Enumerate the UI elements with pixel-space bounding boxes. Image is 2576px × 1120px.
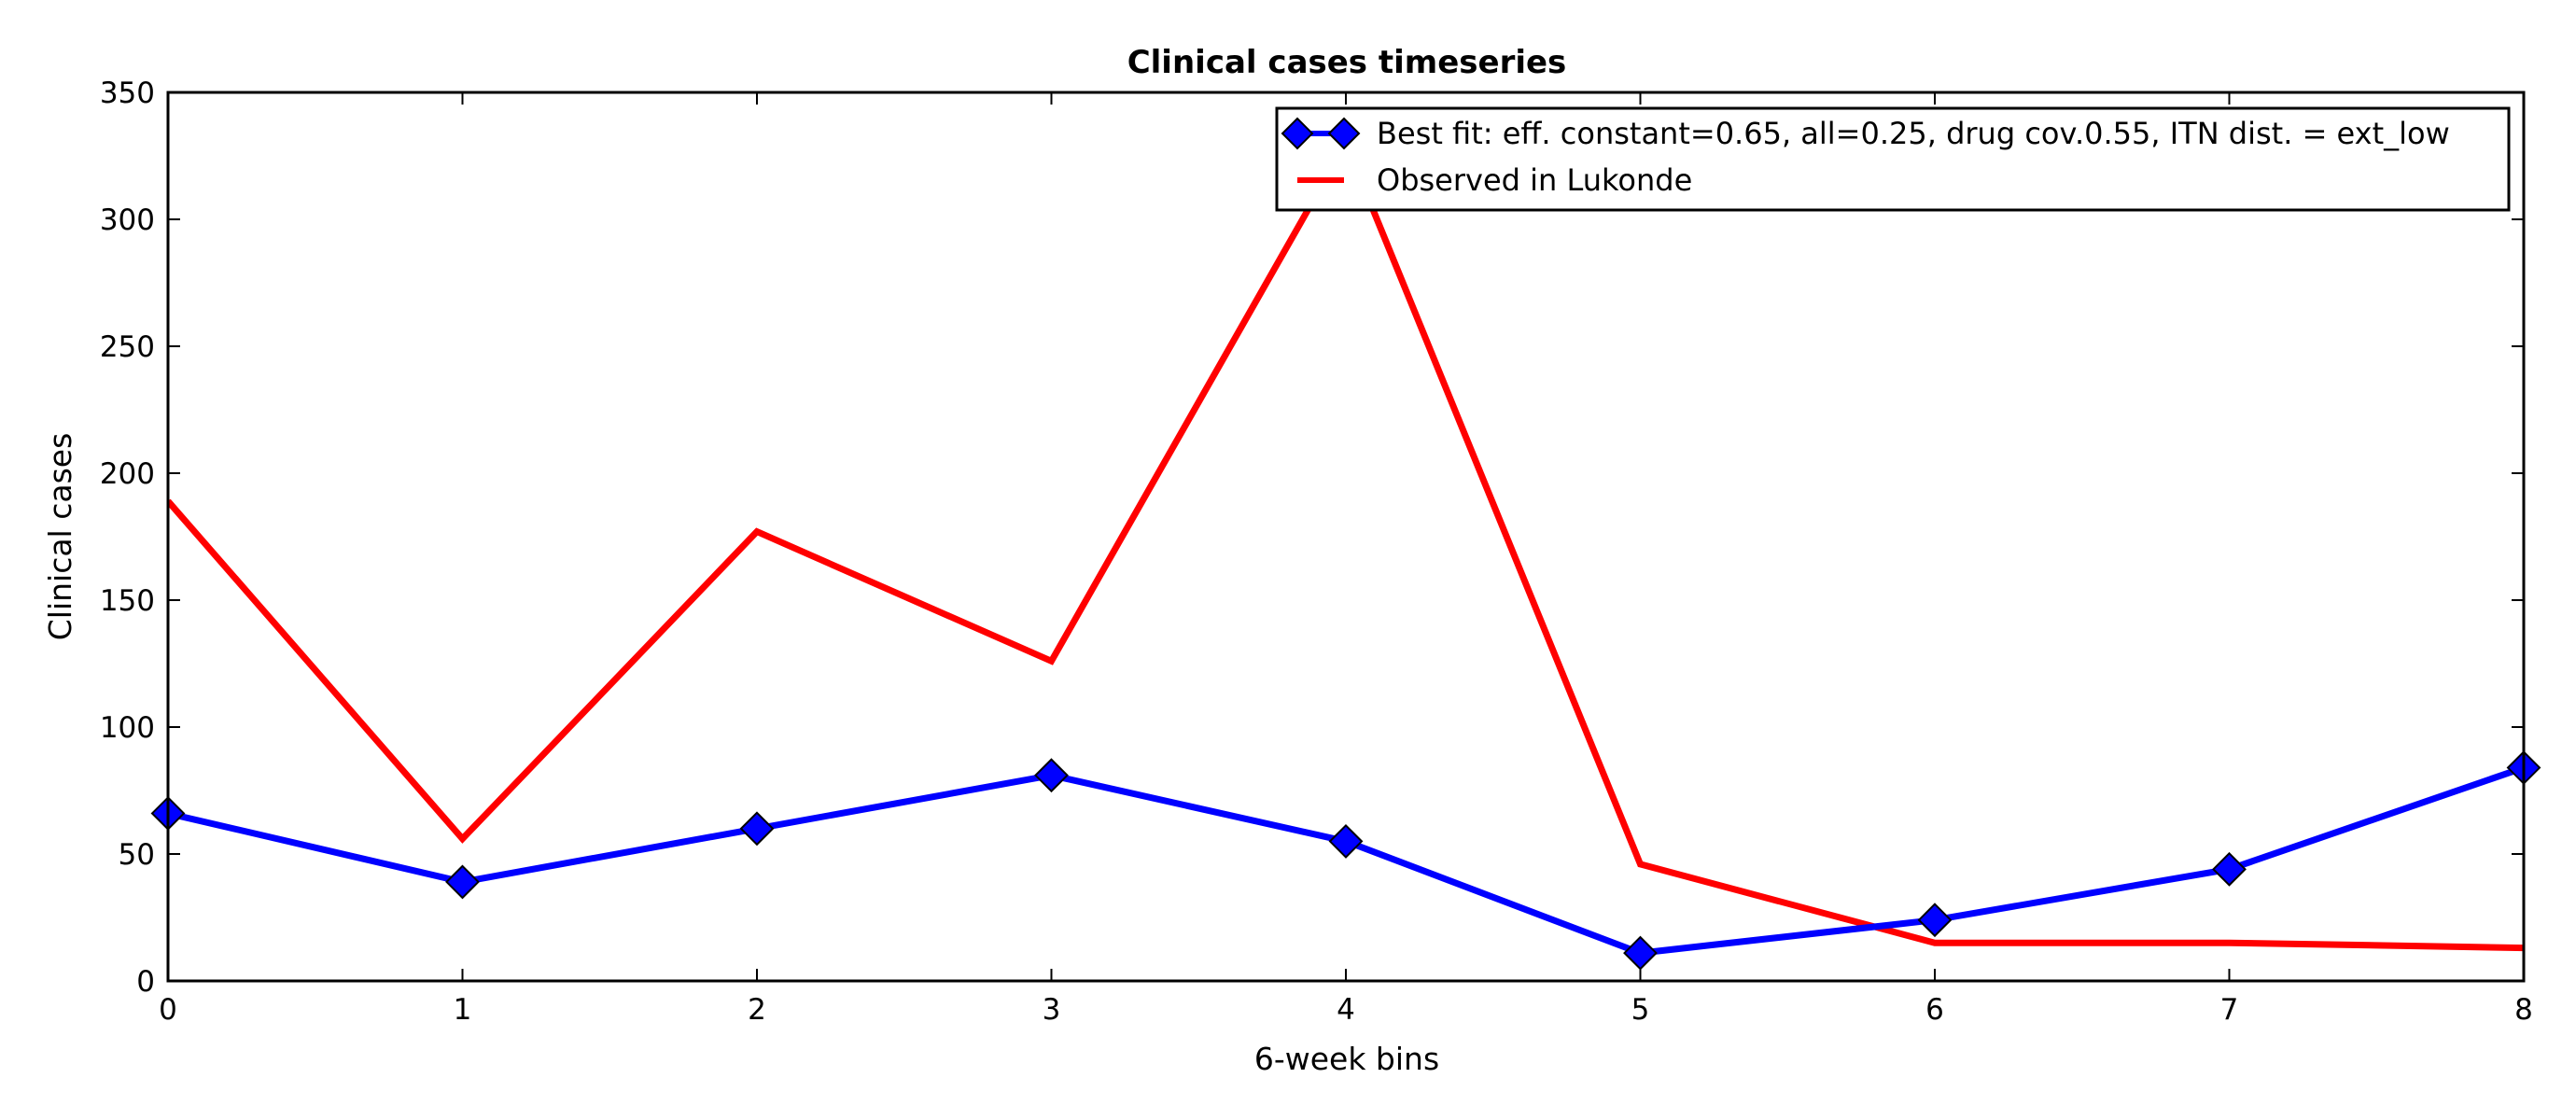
best-fit-point xyxy=(1328,823,1364,859)
x-tick-label: 5 xyxy=(1631,993,1650,1027)
legend-swatch-best-fit-marker xyxy=(1327,117,1361,150)
x-tick-label: 3 xyxy=(1043,993,1061,1027)
y-tick-label: 0 xyxy=(136,965,155,999)
best-fit-point xyxy=(445,864,480,900)
legend-label-best-fit: Best fit: eff. constant=0.65, all=0.25, … xyxy=(1377,116,2450,151)
best-fit-point xyxy=(2212,851,2247,887)
best-fit-point xyxy=(739,811,775,847)
y-tick-label: 200 xyxy=(100,457,155,491)
x-tick-label: 6 xyxy=(1925,993,1944,1027)
legend-label-observed: Observed in Lukonde xyxy=(1377,162,1692,198)
y-tick-label: 300 xyxy=(100,203,155,237)
best-fit-point xyxy=(1917,903,1953,938)
y-axis-title: Clinical cases xyxy=(42,433,78,641)
legend: Best fit: eff. constant=0.65, all=0.25, … xyxy=(1275,106,2511,212)
tick-layer: 0 1 2 3 4 5 6 7 8 0 50 100 150 200 250 300 350 xyxy=(100,77,2533,1027)
x-tick-label: 0 xyxy=(159,993,177,1027)
legend-swatch-best-fit-marker xyxy=(1281,117,1314,150)
y-tick-label: 50 xyxy=(119,838,155,872)
y-tick-label: 250 xyxy=(100,330,155,364)
x-tick-label: 8 xyxy=(2514,993,2533,1027)
y-tick-label: 150 xyxy=(100,584,155,618)
best-fit-point xyxy=(1034,758,1069,793)
y-tick-label: 350 xyxy=(100,77,155,110)
legend-box xyxy=(1275,106,2511,212)
y-tick-label: 100 xyxy=(100,711,155,745)
x-tick-label: 4 xyxy=(1337,993,1355,1027)
x-tick-label: 1 xyxy=(454,993,472,1027)
chart-title: Clinical cases timeseries xyxy=(1127,44,1567,81)
x-axis-title: 6-week bins xyxy=(1254,1041,1439,1077)
x-tick-label: 2 xyxy=(748,993,766,1027)
x-tick-label: 7 xyxy=(2220,993,2239,1027)
